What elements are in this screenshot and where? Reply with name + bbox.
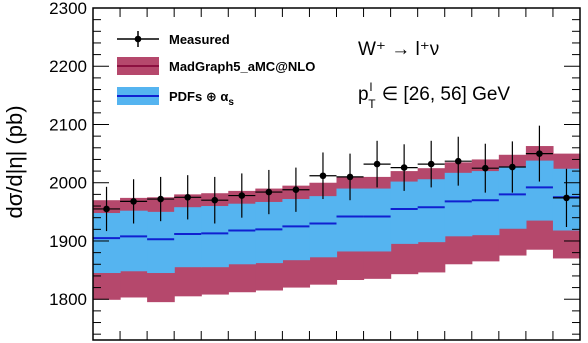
legend-madgraph: MadGraph5_aMC@NLO xyxy=(117,57,315,75)
measured-point-11 xyxy=(373,160,381,168)
y-tick-label-2000: 2000 xyxy=(49,174,87,193)
pdf-band-bin-9 xyxy=(309,196,338,258)
measured-point-2 xyxy=(130,198,137,205)
measured-point-7 xyxy=(265,188,273,196)
measured-point-17 xyxy=(536,150,543,157)
legend-measured-label: Measured xyxy=(169,32,230,47)
pdf-band-bin-3 xyxy=(147,211,175,274)
y-tick-label-1900: 1900 xyxy=(49,232,87,251)
pt-cut-p: p xyxy=(358,84,369,105)
pdf-band-bin-12 xyxy=(390,181,419,244)
plot-frame xyxy=(92,7,581,341)
pdf-band-bin-11 xyxy=(363,188,392,252)
measured-point-3 xyxy=(157,195,164,203)
measured-point-10 xyxy=(346,173,354,181)
legend: Measured MadGraph5_aMC@NLO PDFs ⊕ αs xyxy=(117,31,315,108)
y-tick-label-2200: 2200 xyxy=(49,57,87,76)
y-tick-labels: 1800 1900 2000 2100 2200 2300 xyxy=(49,0,87,309)
legend-pdfs-label: PDFs ⊕ αs xyxy=(169,89,234,108)
legend-madgraph-label: MadGraph5_aMC@NLO xyxy=(169,59,315,74)
measured-point-1 xyxy=(103,205,110,213)
legend-pdfs-sub: s xyxy=(228,97,234,108)
measured-point-18 xyxy=(563,194,570,202)
legend-measured: Measured xyxy=(117,31,230,47)
y-tick-label-1800: 1800 xyxy=(49,290,87,309)
y-tick-label-2100: 2100 xyxy=(49,115,87,134)
pt-cut-sup: l xyxy=(370,80,373,94)
measured-point-14 xyxy=(454,157,462,165)
pt-cut-range: ∈ [26, 56] GeV xyxy=(382,84,511,105)
legend-pdfs: PDFs ⊕ αs xyxy=(117,87,234,108)
data-points xyxy=(93,125,580,232)
measured-point-12 xyxy=(400,164,408,171)
axis-ticks xyxy=(93,7,580,340)
pdf-band-bin-13 xyxy=(417,179,446,243)
measured-point-4 xyxy=(184,193,191,201)
process-annotation: W⁺ → l⁺ν xyxy=(358,39,439,60)
measured-point-8 xyxy=(292,186,300,194)
pt-cut-sub: T xyxy=(368,97,376,111)
measured-point-6 xyxy=(238,192,246,199)
measured-point-15 xyxy=(482,164,489,172)
y-axis-title: dσ/d|η| (pb) xyxy=(2,105,27,218)
measured-point-5 xyxy=(211,196,219,204)
uncertainty-bands xyxy=(93,146,581,303)
y-tick-label-2300: 2300 xyxy=(49,0,87,18)
measured-point-13 xyxy=(427,160,435,168)
central-lines xyxy=(93,186,580,241)
measured-point-16 xyxy=(509,163,516,171)
legend-pdfs-main: PDFs ⊕ α xyxy=(169,89,228,104)
legend-measured-marker xyxy=(134,35,142,43)
measured-point-9 xyxy=(319,172,327,180)
pt-cut-annotation: pl T ∈ [26, 56] GeV xyxy=(358,80,510,111)
